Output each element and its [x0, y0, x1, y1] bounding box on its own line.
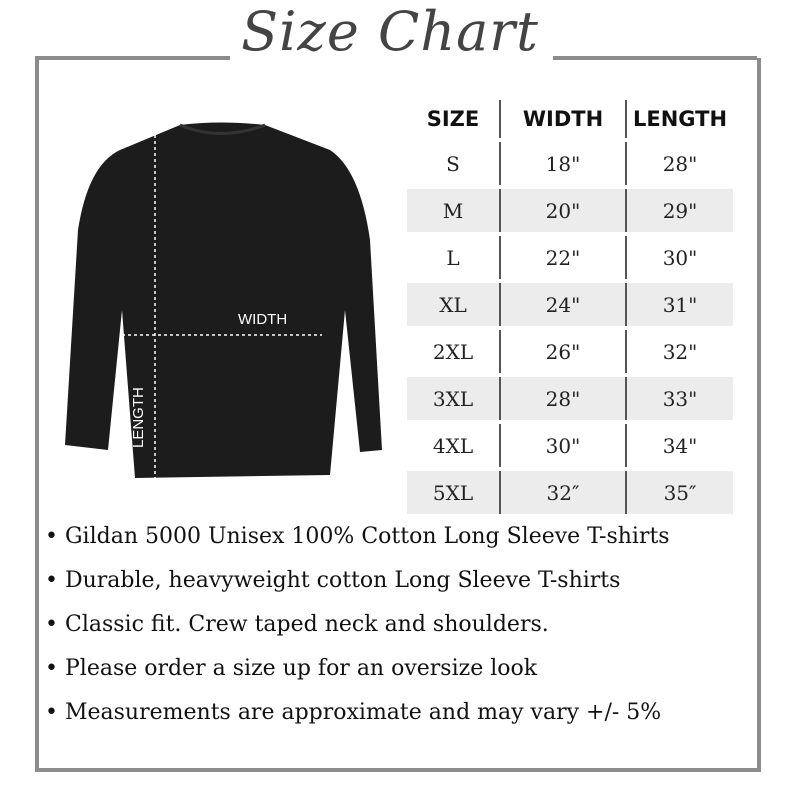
- cell-width: 28": [499, 373, 626, 422]
- table-row: XL 24" 31": [407, 279, 734, 328]
- cell-width: 26": [499, 326, 626, 375]
- cell-size: M: [407, 185, 500, 234]
- cell-size: XL: [407, 279, 500, 328]
- cell-width: 24": [499, 279, 626, 328]
- header-width: WIDTH: [499, 100, 626, 141]
- cell-width: 22": [499, 232, 626, 281]
- cell-length: 29": [624, 185, 734, 234]
- width-label: WIDTH: [238, 311, 288, 328]
- table-row: 4XL 30" 34": [407, 420, 734, 469]
- cell-length: 32": [624, 326, 734, 375]
- page-title: Size Chart: [241, 0, 539, 63]
- frame-top-left: [35, 56, 230, 60]
- cell-width: 32″: [499, 467, 626, 514]
- cell-size: 3XL: [407, 373, 500, 422]
- cell-size: 4XL: [407, 420, 500, 469]
- cell-length: 34": [624, 420, 734, 469]
- cell-length: 30": [624, 232, 734, 281]
- table-header: SIZE WIDTH LENGTH: [407, 100, 734, 141]
- list-item: • Gildan 5000 Unisex 100% Cotton Long Sl…: [45, 524, 670, 549]
- cell-size: 5XL: [407, 467, 500, 514]
- cell-width: 18": [499, 138, 626, 187]
- frame-top-right: [553, 56, 757, 60]
- header-length: LENGTH: [624, 100, 734, 141]
- table-row: 5XL 32″ 35″: [407, 467, 734, 514]
- table-row: L 22" 30": [407, 232, 734, 281]
- cell-width: 30": [499, 420, 626, 469]
- list-item: • Please order a size up for an oversize…: [45, 656, 538, 681]
- list-item: • Measurements are approximate and may v…: [45, 700, 662, 725]
- cell-length: 33": [624, 373, 734, 422]
- length-label: LENGTH: [130, 387, 147, 448]
- table-row: 2XL 26" 32": [407, 326, 734, 375]
- list-item: • Durable, heavyweight cotton Long Sleev…: [45, 568, 621, 593]
- list-item: • Classic fit. Crew taped neck and shoul…: [45, 612, 549, 637]
- table-row: S 18" 28": [407, 138, 734, 187]
- frame: [35, 58, 761, 772]
- cell-size: L: [407, 232, 500, 281]
- cell-length: 31": [624, 279, 734, 328]
- cell-size: 2XL: [407, 326, 500, 375]
- cell-length: 35″: [624, 467, 734, 514]
- cell-size: S: [407, 138, 500, 187]
- cell-length: 28": [624, 138, 734, 187]
- size-table: SIZE WIDTH LENGTH S 18" 28" M 20" 29" L 22" 30" X…: [407, 100, 734, 514]
- cell-width: 20": [499, 185, 626, 234]
- shirt-image: [65, 122, 382, 478]
- table-row: 3XL 28" 33": [407, 373, 734, 422]
- table-row: M 20" 29": [407, 185, 734, 234]
- header-size: SIZE: [407, 100, 500, 141]
- feature-list: • Gildan 5000 Unisex 100% Cotton Long Sl…: [45, 515, 670, 735]
